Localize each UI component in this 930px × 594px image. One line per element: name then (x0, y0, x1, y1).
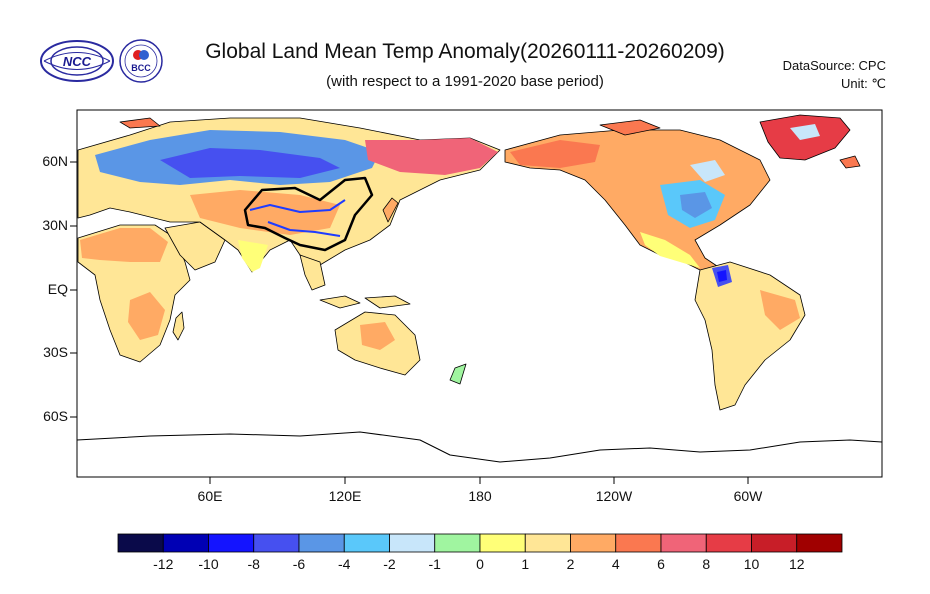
se-asia-landmass (299, 254, 326, 291)
colombia-cold-core (717, 270, 727, 282)
colorbar-label: -8 (247, 556, 260, 572)
lon-label-60e: 60E (197, 488, 223, 504)
colorbar-swatch (479, 533, 526, 553)
colorbar-label: 10 (743, 556, 760, 572)
east-africa-warm-region (128, 292, 165, 340)
japan (382, 197, 399, 223)
lon-label-60w: 60W (733, 488, 763, 504)
colorbar-swatch (389, 533, 436, 553)
australia-warm-region (360, 322, 395, 350)
colorbar-label: 12 (788, 556, 805, 572)
siberia-cold-core (160, 148, 340, 178)
datasource-label: DataSource: CPC (782, 58, 886, 73)
colorbar-label: 8 (702, 556, 711, 572)
colorbar-label: -6 (292, 556, 306, 572)
indonesia-islands (319, 295, 411, 309)
colorbar-label: -12 (153, 556, 174, 572)
colorbar-swatch (208, 533, 255, 553)
ne-siberia-warm-anomaly (365, 138, 498, 175)
iceland (839, 155, 861, 169)
bcc-logo: BCC (119, 39, 163, 83)
colorbar-swatch (615, 533, 662, 553)
ncc-logo: NCC (40, 40, 114, 82)
colorbar-swatch (524, 533, 571, 553)
lat-label-30n: 30N (42, 217, 68, 233)
bcc-logo-text: BCC (131, 63, 151, 73)
eastern-us-cold-core (680, 192, 712, 218)
colorbar-swatch (298, 533, 345, 553)
india-mild-anomaly (238, 240, 268, 272)
central-asia-warm-anomaly (190, 190, 340, 235)
colorbar-label: 0 (476, 556, 484, 572)
madagascar (172, 311, 185, 341)
colorbar-label: 2 (566, 556, 575, 572)
colorbar-label: -10 (198, 556, 219, 572)
antarctica-coast (77, 431, 882, 463)
lat-label-60s: 60S (43, 408, 68, 424)
lat-label-30s: 30S (43, 344, 68, 360)
colorbar-label: 4 (611, 556, 620, 572)
colorbar-swatch (434, 533, 481, 553)
sahara-warm-region (80, 228, 168, 262)
canada-cool-patch (690, 160, 725, 182)
unit-label: Unit: ℃ (841, 76, 886, 91)
map-title: Global Land Mean Temp Anomaly(20260111-2… (205, 40, 725, 63)
source-info: DataSource: CPC Unit: ℃ (783, 57, 886, 93)
lon-label-120w: 120W (595, 488, 633, 504)
colorbar-swatch (117, 533, 164, 553)
colorbar-swatch (660, 533, 707, 553)
colorbar-label: 6 (657, 556, 665, 572)
lat-label-60n: 60N (42, 153, 68, 169)
greenland-ice-cool (790, 124, 820, 140)
lon-label-120e: 120E (328, 488, 362, 504)
colorbar-swatch (162, 533, 209, 553)
colorbar-swatch (343, 533, 390, 553)
map-subtitle: (with respect to a 1991-2020 base period… (326, 73, 604, 90)
colorbar-label: 1 (521, 556, 530, 572)
arctic-islands (119, 117, 661, 136)
new-zealand (449, 363, 467, 385)
lat-label-eq: EQ (47, 281, 68, 297)
colorbar-swatch (751, 533, 798, 553)
lon-label-180: 180 (468, 488, 492, 504)
china-rivers (249, 199, 346, 237)
colorbar-swatch (253, 533, 300, 553)
mexico-mild-region (640, 232, 700, 268)
ncc-logo-text: NCC (63, 54, 92, 69)
colorbar-swatch (796, 533, 843, 553)
colorbar-label: -1 (428, 556, 441, 572)
brazil-warm-region (760, 290, 800, 330)
alaska-warm-region (510, 140, 600, 168)
colorbar-label: -2 (383, 556, 396, 572)
axis-ticks (70, 161, 749, 484)
colorbar-swatch (570, 533, 617, 553)
colorbar-swatch (705, 533, 752, 553)
china-border (243, 176, 374, 252)
colorbar-label: -4 (338, 556, 351, 572)
